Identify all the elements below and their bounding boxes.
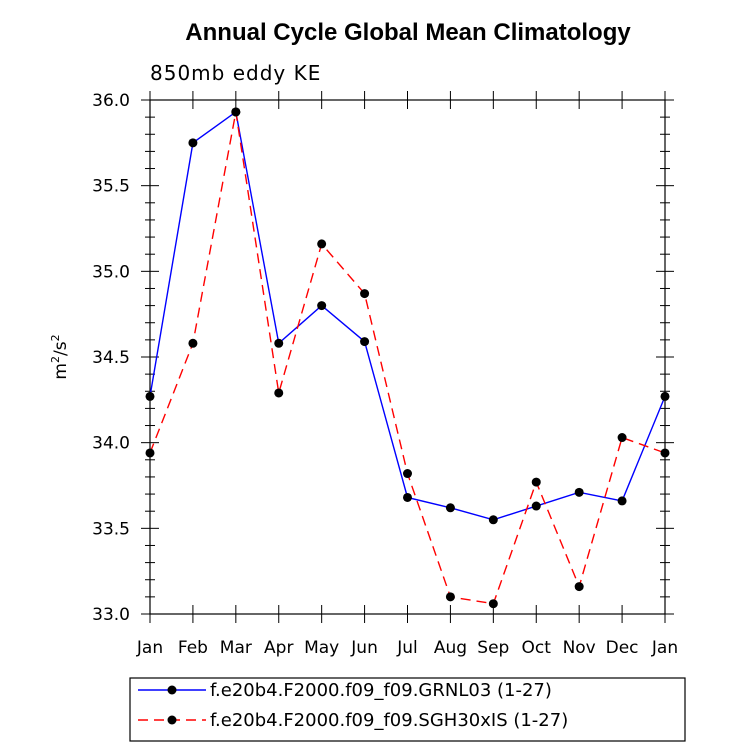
y-tick-label: 33.0 bbox=[92, 605, 130, 625]
data-point-s1-11 bbox=[617, 433, 627, 443]
x-tick-label: May bbox=[304, 638, 339, 658]
data-point-s0-6 bbox=[403, 492, 412, 502]
x-tick-label: Aug bbox=[434, 638, 467, 658]
series-layer bbox=[145, 107, 670, 609]
x-tick-labels: Jan Feb Mar Apr May Jun Jul Aug Sep Oct Nov Dec Jan bbox=[136, 638, 678, 658]
x-tick-label: Dec bbox=[606, 638, 639, 658]
data-point-s1-12 bbox=[660, 448, 670, 458]
x-tick-label: Feb bbox=[178, 638, 208, 658]
x-tick-label: Oct bbox=[522, 638, 552, 658]
x-tick-label: Nov bbox=[563, 638, 596, 658]
legend-item-sgh30xis: f.e20b4.F2000.f09_f09.SGH30xIS (1-27) bbox=[138, 710, 568, 731]
y-tick-label: 34.5 bbox=[92, 348, 130, 368]
y-tick-label: 36.0 bbox=[92, 91, 130, 111]
data-point-s1-6 bbox=[403, 469, 412, 479]
data-point-s1-5 bbox=[360, 289, 370, 299]
data-point-s0-3 bbox=[274, 338, 284, 348]
y-tick-label: 34.0 bbox=[92, 434, 130, 454]
chart-title: Annual Cycle Global Mean Climatology bbox=[185, 19, 631, 46]
x-tick-label: Apr bbox=[264, 638, 293, 658]
data-point-s0-9 bbox=[531, 501, 541, 511]
x-tick-label: Jun bbox=[350, 638, 378, 658]
x-tick-label: Jan bbox=[136, 638, 163, 658]
data-point-s1-4 bbox=[317, 239, 327, 249]
y-tick-label: 35.5 bbox=[92, 177, 130, 197]
data-point-s0-7 bbox=[445, 503, 455, 513]
y-tick-label: 35.0 bbox=[92, 262, 130, 282]
legend-item-grnl03: f.e20b4.F2000.f09_f09.GRNL03 (1-27) bbox=[138, 680, 552, 701]
data-point-s0-4 bbox=[317, 301, 327, 311]
legend-label-sgh30xis: f.e20b4.F2000.f09_f09.SGH30xIS (1-27) bbox=[210, 710, 568, 731]
legend-marker-sgh30xis bbox=[167, 715, 177, 725]
data-point-s1-9 bbox=[531, 477, 541, 487]
data-point-s1-0 bbox=[145, 448, 155, 458]
data-point-s1-8 bbox=[488, 599, 498, 609]
data-point-s0-1 bbox=[188, 138, 198, 148]
series-line-1 bbox=[149, 111, 666, 605]
legend-box bbox=[129, 677, 686, 742]
legend-label-grnl03: f.e20b4.F2000.f09_f09.GRNL03 (1-27) bbox=[210, 680, 552, 701]
x-tick-label: Jul bbox=[396, 638, 418, 658]
data-point-s0-0 bbox=[145, 391, 155, 401]
data-point-s0-12 bbox=[660, 391, 670, 401]
data-point-s1-10 bbox=[574, 582, 584, 592]
data-point-s0-10 bbox=[574, 487, 584, 497]
plot-frame bbox=[149, 99, 666, 615]
data-point-s1-2 bbox=[231, 107, 241, 117]
data-point-s0-5 bbox=[360, 337, 370, 347]
x-tick-label: Sep bbox=[477, 638, 509, 658]
series-line-0 bbox=[149, 110, 666, 521]
y-axis-label: m2/s2 bbox=[49, 334, 71, 379]
data-point-s1-3 bbox=[274, 388, 284, 398]
y-tick-labels: 33.0 33.5 34.0 34.5 35.0 35.5 36.0 bbox=[92, 91, 130, 625]
x-tick-label: Jan bbox=[651, 638, 678, 658]
x-tick-label: Mar bbox=[220, 638, 252, 658]
y-tick-label: 33.5 bbox=[92, 519, 130, 539]
legend-marker-grnl03 bbox=[167, 685, 177, 695]
data-point-s1-1 bbox=[188, 338, 198, 348]
data-point-s0-11 bbox=[617, 496, 627, 506]
axis-ticks bbox=[141, 91, 674, 623]
data-point-s1-7 bbox=[445, 592, 455, 602]
chart-subtitle: 850mb eddy KE bbox=[150, 61, 321, 85]
data-point-s0-8 bbox=[488, 515, 498, 525]
